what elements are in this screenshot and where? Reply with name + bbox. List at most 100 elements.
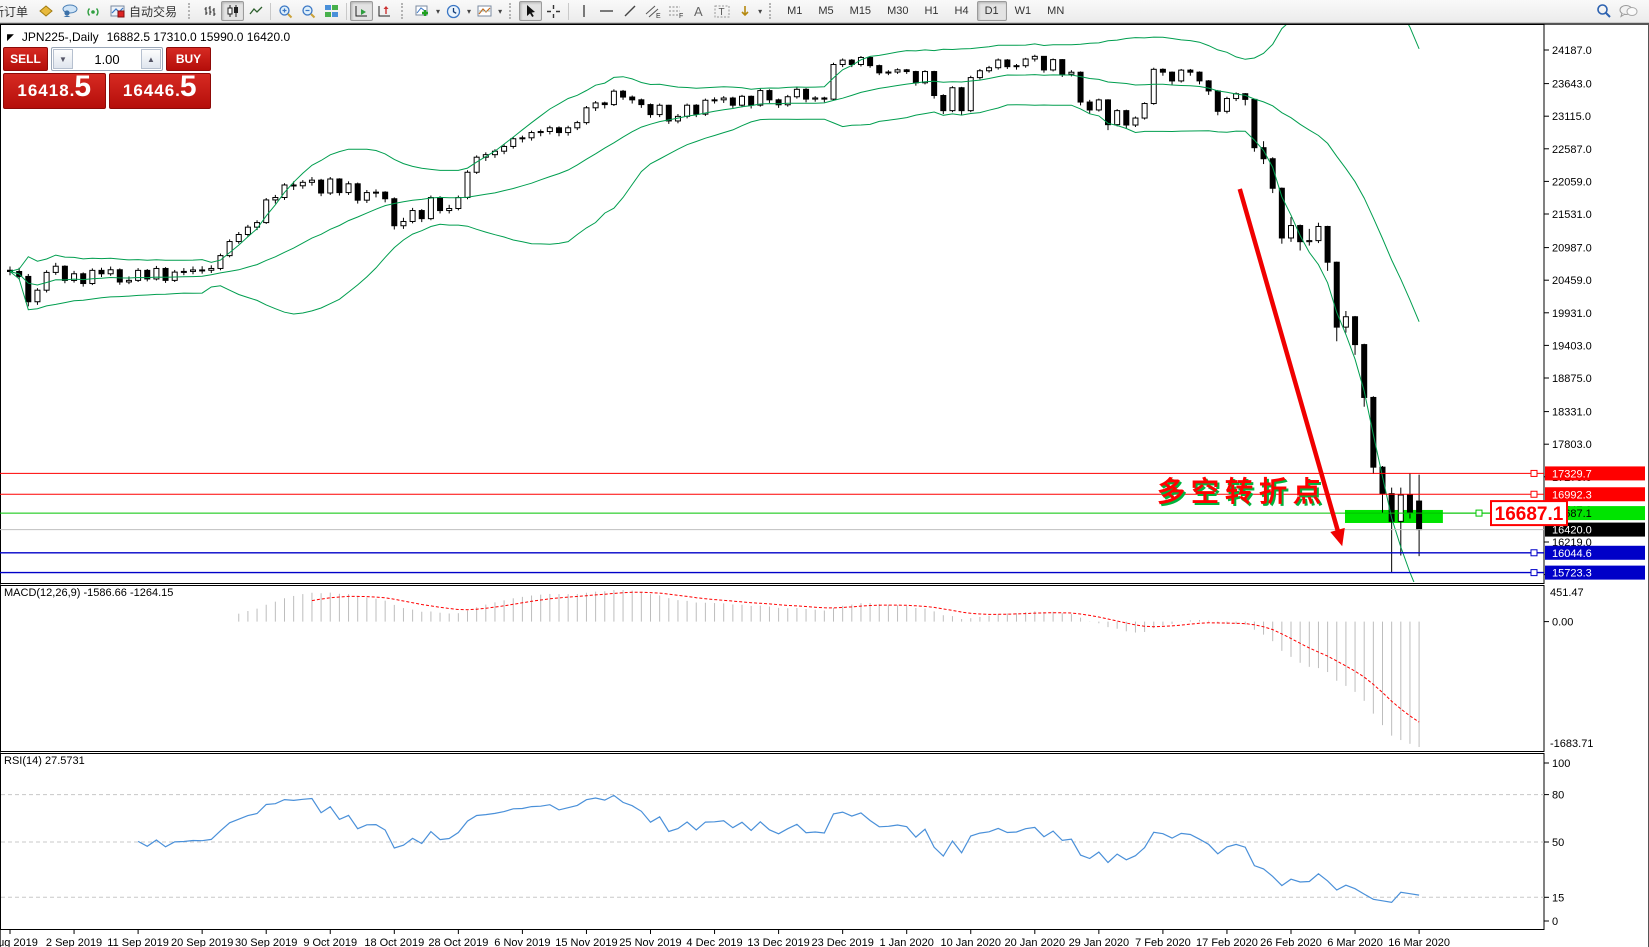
templates-dropdown[interactable]: ▾ [498, 6, 503, 16]
main-panel-border [0, 24, 1545, 584]
svg-text:0: 0 [1552, 916, 1558, 928]
chat-icon[interactable] [1615, 1, 1641, 21]
vertical-line-icon[interactable] [572, 1, 595, 21]
cursor-icon[interactable] [519, 1, 543, 21]
horizontal-line-icon[interactable] [595, 1, 618, 21]
svg-text:28 Oct 2019: 28 Oct 2019 [428, 937, 488, 947]
svg-text:16687.1: 16687.1 [1495, 504, 1564, 525]
svg-text:21531.0: 21531.0 [1552, 209, 1592, 221]
bollinger-bands [9, 25, 1420, 582]
line-anchor-marker[interactable] [1530, 549, 1538, 557]
text-label-icon[interactable]: T [710, 1, 733, 21]
chart-shift-icon[interactable] [373, 1, 396, 21]
tab-timeframe-w1[interactable]: W1 [1014, 5, 1032, 17]
arrows-icon[interactable] [733, 1, 756, 21]
svg-text:17803.0: 17803.0 [1552, 439, 1592, 451]
svg-text:18875.0: 18875.0 [1552, 373, 1592, 385]
line-anchor-marker[interactable] [1530, 569, 1538, 577]
trendline-icon[interactable] [618, 1, 641, 21]
arrows-dropdown[interactable]: ▾ [758, 6, 763, 16]
auto-scroll-icon[interactable] [350, 1, 374, 21]
tab-timeframe-m15[interactable]: M15 [849, 5, 872, 17]
tab-timeframe-h4[interactable]: H4 [954, 5, 969, 17]
svg-text:15 Nov 2019: 15 Nov 2019 [555, 937, 617, 947]
search-icon[interactable] [1592, 1, 1615, 21]
tile-windows-icon[interactable] [320, 1, 343, 21]
indicators-dropdown[interactable]: ▾ [436, 6, 441, 16]
rsi-scale: 100 80 50 15 0 [1544, 758, 1570, 928]
line-anchor-marker[interactable] [1530, 469, 1538, 477]
line-chart-icon[interactable] [244, 1, 267, 21]
toolbar-separator [568, 2, 570, 20]
equidistant-channel-icon[interactable]: E [641, 1, 664, 21]
tab-timeframe-h1[interactable]: H1 [924, 5, 939, 17]
candlestick-chart-icon[interactable] [221, 1, 245, 21]
svg-text:30 Sep 2019: 30 Sep 2019 [235, 937, 297, 947]
price-tag-callout[interactable]: 16687.1 [1442, 500, 1568, 527]
svg-text:3 Aug 2019: 3 Aug 2019 [0, 937, 38, 947]
market-watch-icon[interactable] [34, 1, 57, 21]
tab-timeframe-mn[interactable]: MN [1047, 5, 1065, 17]
sell-price-display[interactable]: 16418 . 5 [3, 72, 106, 109]
toolbar-separator [270, 2, 272, 20]
new-order-label: 新订单 [0, 4, 29, 19]
svg-text:25 Nov 2019: 25 Nov 2019 [619, 937, 681, 947]
signals-icon[interactable] [81, 1, 104, 21]
buy-price-display[interactable]: 16446 . 5 [108, 72, 211, 109]
svg-text:11 Sep 2019: 11 Sep 2019 [107, 937, 169, 947]
tab-timeframe-d1[interactable]: D1 [976, 1, 1007, 21]
axis-price-label: 16992.3 [1545, 487, 1645, 502]
svg-text:18 Oct 2019: 18 Oct 2019 [364, 937, 424, 947]
svg-text:15723.3: 15723.3 [1552, 568, 1592, 580]
volume-value[interactable]: 1.00 [94, 51, 120, 67]
svg-text:16992.3: 16992.3 [1552, 489, 1592, 501]
new-order-button[interactable]: 新订单 [0, 1, 34, 21]
svg-text:17329.7: 17329.7 [1552, 468, 1592, 480]
indicators-icon[interactable] [411, 1, 434, 21]
turning-point-annotation[interactable]: 多空转折点 [1157, 476, 1328, 507]
axis-price-label: 16420.0 [1545, 522, 1645, 537]
chart-title: ◤ JPN225-,Daily 16882.5 17310.0 15990.0 … [7, 30, 290, 44]
svg-text:23 Dec 2019: 23 Dec 2019 [811, 937, 873, 947]
toolbar-grip [509, 3, 515, 19]
volume-increase-button[interactable]: ▲ [141, 49, 161, 69]
fibonacci-icon[interactable]: F [664, 1, 687, 21]
periods-dropdown[interactable]: ▾ [467, 6, 472, 16]
chart-ohlc-values: 16882.5 17310.0 15990.0 16420.0 [106, 30, 291, 44]
buy-button[interactable]: BUY [166, 47, 211, 71]
periods-icon[interactable] [442, 1, 465, 21]
zoom-out-icon[interactable] [297, 1, 320, 21]
svg-text:19931.0: 19931.0 [1552, 308, 1592, 320]
axis-price-label: 16044.6 [1545, 545, 1645, 560]
volume-decrease-button[interactable]: ▼ [53, 49, 73, 69]
svg-text:4 Dec 2019: 4 Dec 2019 [686, 937, 742, 947]
tab-timeframe-m30[interactable]: M30 [887, 5, 909, 17]
autotrading-button[interactable]: 自动交易 [104, 1, 183, 21]
svg-text:22587.0: 22587.0 [1552, 144, 1592, 156]
tab-timeframe-m5[interactable]: M5 [818, 5, 834, 17]
chart-canvas[interactable]: 24187.0 23643.0 23115.0 22587.0 22059.0 21531… [0, 24, 1649, 947]
svg-text:22059.0: 22059.0 [1552, 176, 1592, 188]
svg-text:6 Mar 2020: 6 Mar 2020 [1327, 937, 1383, 947]
sell-button[interactable]: SELL [3, 47, 48, 71]
tab-timeframe-m1[interactable]: M1 [787, 5, 803, 17]
crosshair-icon[interactable] [542, 1, 565, 21]
trend-arrow[interactable] [1237, 188, 1345, 547]
svg-text:23115.0: 23115.0 [1552, 111, 1591, 123]
text-icon[interactable]: A [687, 1, 710, 21]
main-toolbar: 新订单 自动交易 ▾ ▾ [0, 0, 1649, 23]
svg-text:13 Dec 2019: 13 Dec 2019 [747, 937, 809, 947]
templates-icon[interactable] [473, 1, 496, 21]
line-anchor-marker[interactable] [1530, 490, 1538, 498]
bar-chart-icon[interactable] [198, 1, 221, 21]
svg-text:23643.0: 23643.0 [1552, 79, 1592, 91]
svg-text:29 Jan 2020: 29 Jan 2020 [1069, 937, 1130, 947]
svg-text:16 Mar 2020: 16 Mar 2020 [1388, 937, 1450, 947]
toolbar-grip [188, 3, 194, 19]
macd-panel-border [0, 585, 1545, 752]
svg-text:F: F [679, 13, 683, 19]
macd-indicator-label: MACD(12,26,9) -1586.66 -1264.15 [4, 587, 174, 599]
virtual-hosting-icon[interactable] [57, 1, 81, 21]
zoom-in-icon[interactable] [274, 1, 297, 21]
